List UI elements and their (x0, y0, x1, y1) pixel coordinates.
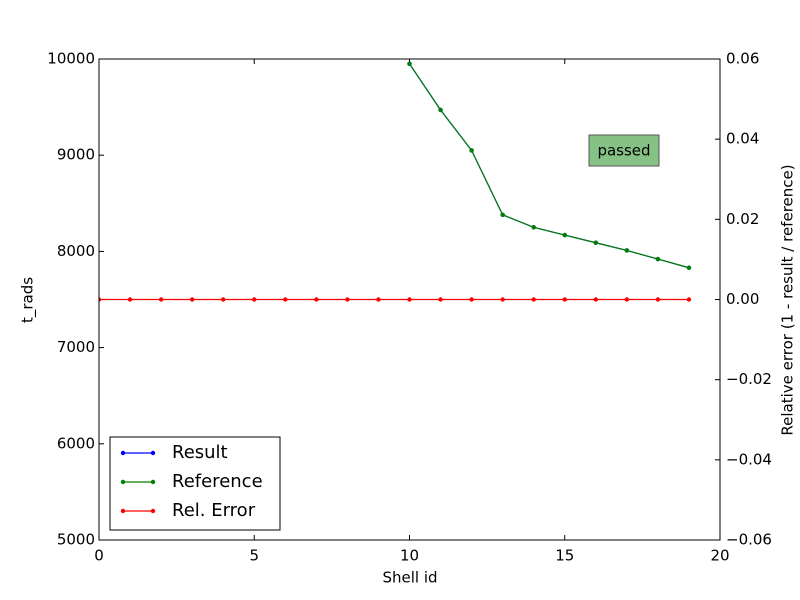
annotation: passed (597, 142, 650, 160)
series-marker (469, 148, 474, 153)
series-marker (438, 297, 443, 302)
series-marker (438, 107, 443, 113)
y-tick-label: 10000 (47, 50, 95, 68)
series-marker (407, 61, 412, 67)
series-marker (469, 297, 474, 302)
series-marker (99, 297, 102, 302)
y-tick-label: 5000 (57, 531, 95, 549)
legend-marker (150, 450, 156, 456)
y-axis-label: t_rads (19, 277, 38, 323)
plot-frame (98, 58, 721, 541)
series-marker (500, 212, 505, 218)
series-marker (376, 297, 381, 302)
series-marker (562, 232, 567, 238)
series-marker (593, 240, 598, 245)
series-marker (283, 297, 288, 302)
y-tick-label: 8000 (57, 242, 95, 260)
legend-label: Result (172, 442, 228, 463)
y2-tick-label: −0.04 (726, 450, 772, 468)
series-marker (345, 297, 350, 302)
x-tick-label: 0 (94, 547, 104, 565)
legend-marker (120, 479, 126, 485)
series-marker (562, 297, 567, 302)
y2-tick-label: −0.02 (726, 370, 772, 388)
series-marker (686, 265, 692, 270)
series-marker (593, 297, 598, 302)
series-marker (624, 248, 630, 253)
series-marker (252, 297, 257, 302)
series-marker (500, 297, 505, 302)
series-marker (686, 297, 692, 302)
series-marker (158, 297, 164, 302)
series-marker (189, 297, 195, 302)
y2-tick-label: 0.04 (726, 130, 759, 148)
y-tick-label: 9000 (57, 146, 95, 164)
y2-tick-label: 0.06 (726, 50, 759, 68)
legend-marker (150, 508, 156, 514)
y2-tick-label: −0.06 (726, 531, 772, 549)
x-axis-label: Shell id (382, 569, 437, 587)
y-tick-label: 6000 (57, 434, 95, 452)
x-tick-label: 5 (249, 547, 259, 565)
series-marker (314, 297, 319, 302)
legend-label: Rel. Error (172, 500, 256, 521)
series-marker (624, 297, 630, 302)
legend-marker (120, 508, 126, 514)
y-tick-label: 7000 (57, 338, 95, 356)
y2-axis-label: Relative error (1 - result / reference) (779, 164, 797, 435)
y2-tick-label: 0.02 (726, 210, 759, 228)
series-marker (127, 297, 133, 302)
series-line (409, 63, 690, 269)
annotation-box (588, 134, 660, 167)
legend-label: Reference (172, 471, 263, 492)
x-tick-label: 10 (400, 547, 419, 565)
series-marker (531, 297, 536, 302)
legend-marker (150, 479, 156, 485)
x-tick-label: 15 (555, 547, 574, 565)
series-marker (221, 297, 226, 302)
series-marker (407, 297, 412, 302)
plot (99, 61, 692, 302)
y2-tick-label: 0.00 (726, 290, 759, 308)
series-marker (655, 297, 661, 302)
series-marker (655, 256, 661, 262)
x-tick-label: 20 (710, 547, 729, 565)
legend-marker (120, 450, 126, 456)
series-marker (531, 225, 536, 230)
